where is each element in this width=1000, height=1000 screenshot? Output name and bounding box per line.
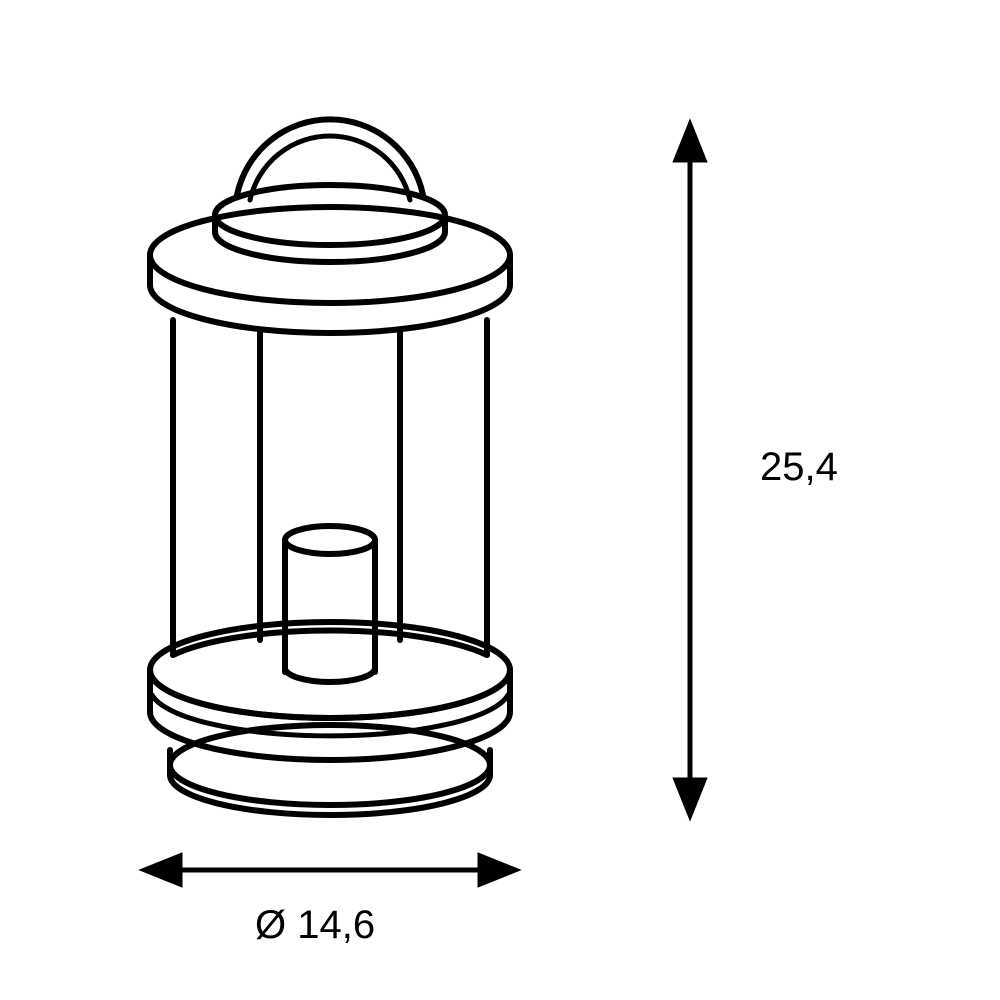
height-arrow-top — [676, 125, 704, 160]
height-arrow-bottom — [676, 780, 704, 815]
base-top-ellipse — [150, 622, 510, 718]
dimension-diameter: Ø 14,6 — [145, 856, 515, 947]
base-top-front — [150, 670, 510, 718]
top-inner-cap — [215, 185, 445, 245]
height-label: 25,4 — [760, 445, 838, 489]
top-rim — [150, 207, 510, 303]
lantern-outline — [150, 119, 510, 815]
candle-top — [285, 526, 375, 554]
dimension-height: 25,4 — [676, 125, 838, 815]
diameter-arrow-right — [480, 856, 515, 884]
top-rim-side — [150, 255, 510, 333]
technical-drawing: 25,4 Ø 14,6 — [0, 0, 1000, 1000]
diameter-label: Ø 14,6 — [255, 903, 375, 947]
candle-bottom-front — [285, 668, 375, 682]
diameter-arrow-left — [145, 856, 180, 884]
